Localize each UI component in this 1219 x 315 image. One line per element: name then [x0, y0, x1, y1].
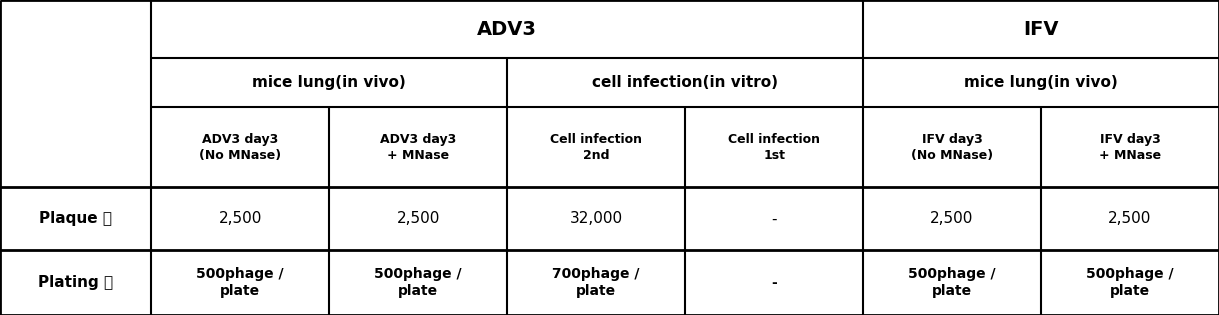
Text: Plating 수: Plating 수 [38, 275, 113, 290]
Text: 2,500: 2,500 [1108, 211, 1152, 226]
Text: 32,000: 32,000 [569, 211, 623, 226]
Text: 500phage /
plate: 500phage / plate [908, 267, 996, 298]
Text: ADV3: ADV3 [477, 20, 538, 39]
Text: IFV day3
(No MNase): IFV day3 (No MNase) [911, 133, 993, 162]
Text: Plaque 수: Plaque 수 [39, 211, 112, 226]
Text: 500phage /
plate: 500phage / plate [374, 267, 462, 298]
Text: -: - [772, 211, 777, 226]
Text: mice lung(in vivo): mice lung(in vivo) [964, 75, 1118, 90]
Text: 700phage /
plate: 700phage / plate [552, 267, 640, 298]
Text: IFV day3
+ MNase: IFV day3 + MNase [1100, 133, 1160, 162]
Text: IFV: IFV [1023, 20, 1059, 39]
Text: 2,500: 2,500 [218, 211, 262, 226]
Text: Cell infection
1st: Cell infection 1st [728, 133, 820, 162]
Text: 500phage /
plate: 500phage / plate [196, 267, 284, 298]
Text: mice lung(in vivo): mice lung(in vivo) [252, 75, 406, 90]
Text: -: - [772, 276, 777, 290]
Text: 500phage /
plate: 500phage / plate [1086, 267, 1174, 298]
Text: ADV3 day3
+ MNase: ADV3 day3 + MNase [380, 133, 456, 162]
Text: 2,500: 2,500 [396, 211, 440, 226]
Text: Cell infection
2nd: Cell infection 2nd [550, 133, 642, 162]
Text: cell infection(in vitro): cell infection(in vitro) [592, 75, 778, 90]
Text: ADV3 day3
(No MNase): ADV3 day3 (No MNase) [199, 133, 282, 162]
Text: 2,500: 2,500 [930, 211, 974, 226]
